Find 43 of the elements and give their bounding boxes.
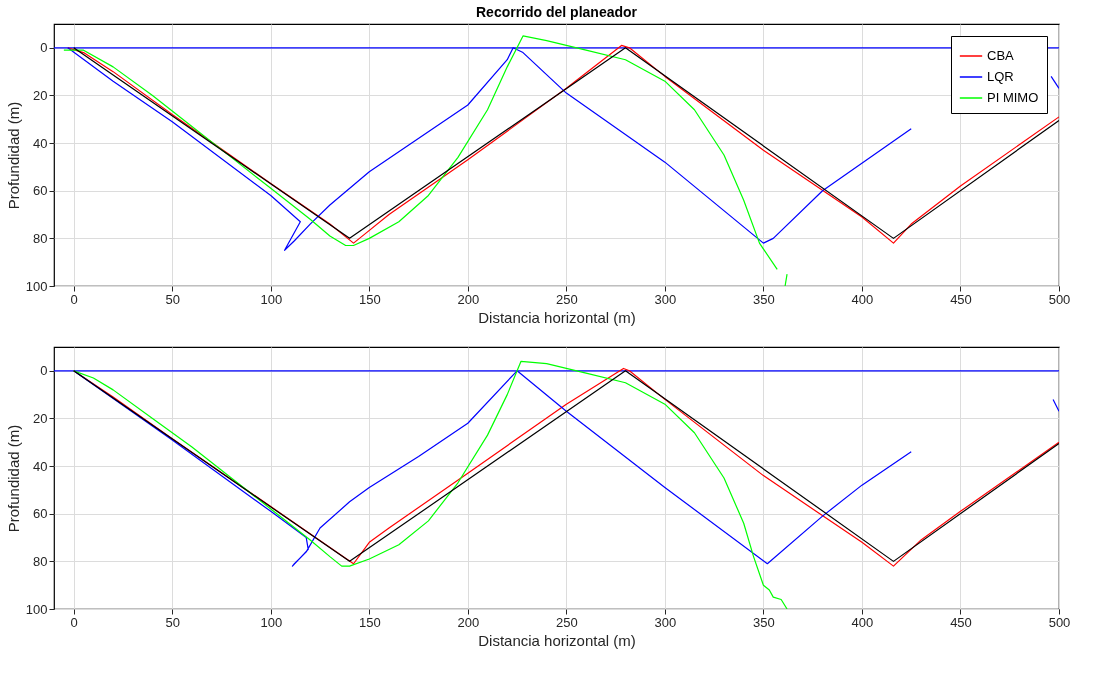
x-tick-label: 450 [950, 614, 972, 630]
y-tick-label: 0 [40, 363, 48, 379]
legend-label: PI MIMO [987, 90, 1039, 105]
y-tick-label: 0 [40, 40, 48, 56]
x-tick-label: 300 [654, 614, 677, 630]
x-axis-title: Distancia horizontal (m) [478, 308, 636, 326]
x-tick-label: 500 [1048, 291, 1071, 307]
x-tick-label: 200 [457, 614, 480, 630]
y-tick-label: 40 [33, 135, 48, 151]
y-tick-label: 100 [25, 601, 48, 617]
x-tick-label: 150 [358, 614, 381, 630]
x-tick-label: 400 [851, 614, 874, 630]
y-tick-label: 60 [33, 506, 48, 522]
line-series [73, 360, 788, 609]
x-tick-label: 50 [165, 291, 180, 307]
x-tick-label: 200 [457, 291, 480, 307]
y-axis-title: Profundidad (m) [4, 424, 22, 533]
x-tick-label: 350 [753, 614, 775, 630]
x-tick-label: 500 [1048, 614, 1071, 630]
x-tick-label: 300 [654, 291, 677, 307]
legend-label: CBA [987, 48, 1015, 63]
x-tick-label: 100 [260, 614, 283, 630]
x-tick-label: 150 [358, 291, 381, 307]
x-tick-label: 100 [260, 291, 283, 307]
x-tick-label: 0 [70, 291, 78, 307]
y-tick-label: 20 [33, 87, 48, 103]
y-tick-label: 100 [25, 278, 48, 294]
chart-title: Recorrido del planeador [475, 4, 638, 20]
x-tick-label: 250 [556, 291, 578, 307]
x-tick-label: 50 [165, 614, 180, 630]
y-axis-title: Profundidad (m) [4, 101, 22, 210]
y-tick-label: 80 [33, 553, 48, 569]
x-tick-label: 400 [851, 291, 874, 307]
legend-label: LQR [987, 69, 1014, 84]
x-tick-label: 250 [556, 614, 578, 630]
y-tick-label: 60 [33, 183, 48, 199]
x-tick-label: 450 [950, 291, 972, 307]
x-axis-title: Distancia horizontal (m) [478, 631, 636, 649]
x-tick-label: 350 [753, 291, 775, 307]
y-tick-label: 20 [33, 410, 48, 426]
y-tick-label: 40 [33, 458, 48, 474]
x-tick-label: 0 [70, 614, 78, 630]
y-tick-label: 80 [33, 230, 48, 246]
